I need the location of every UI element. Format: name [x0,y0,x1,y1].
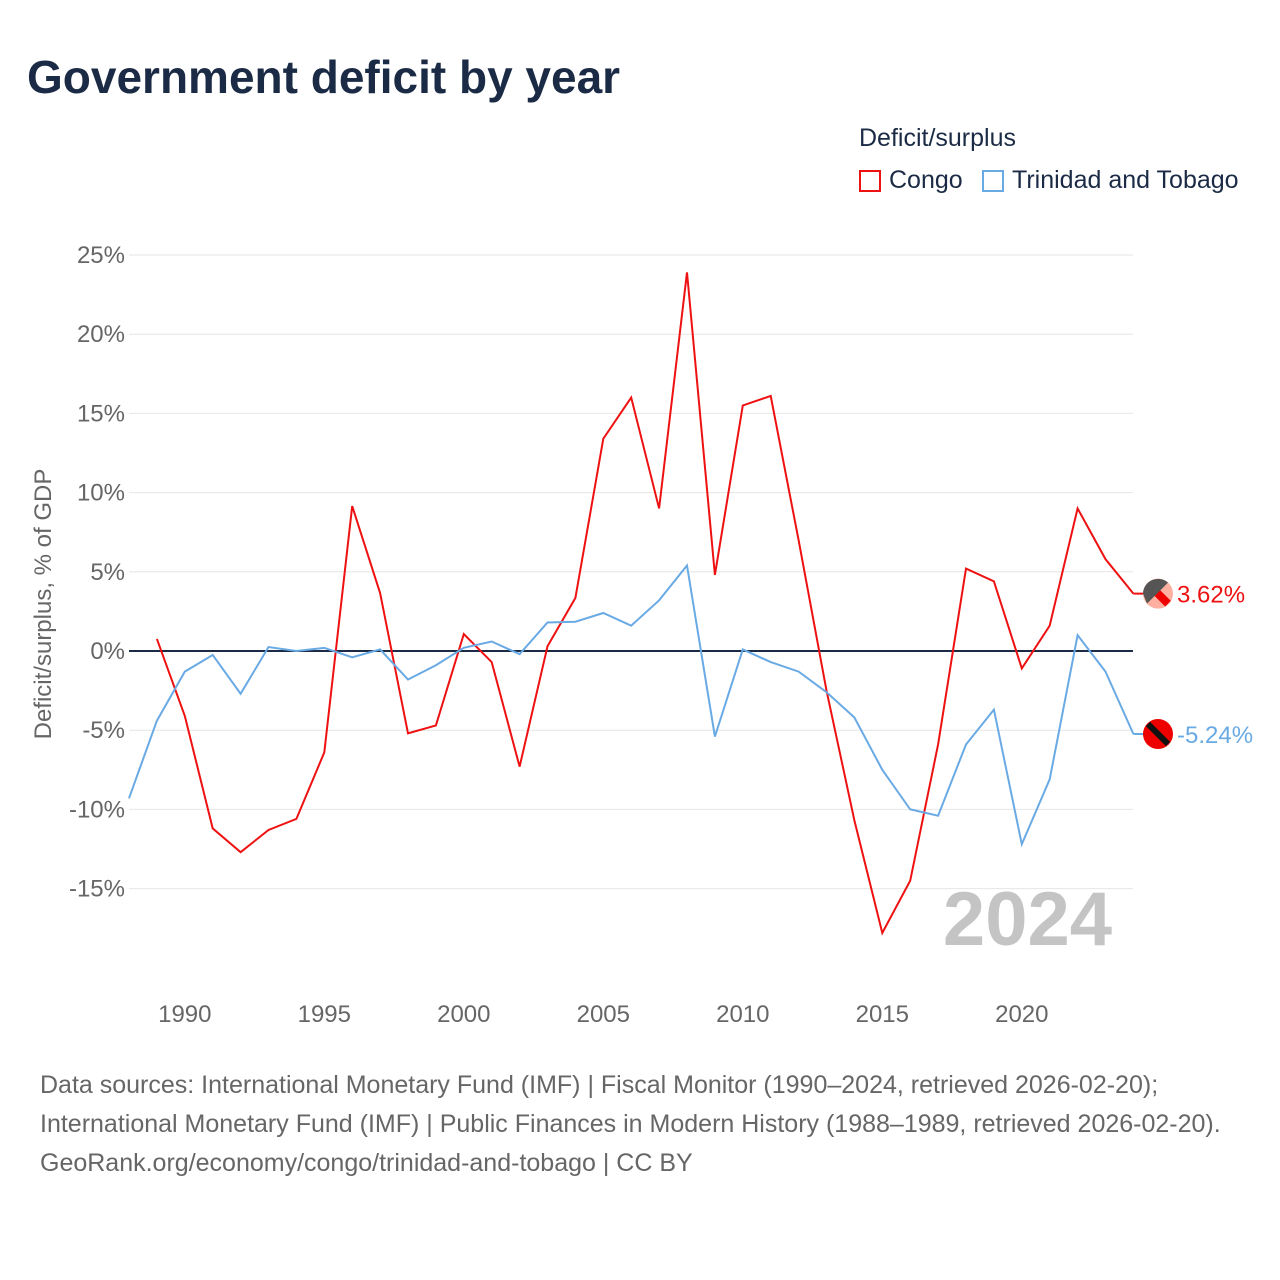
legend-label: Trinidad and Tobago [1012,166,1239,194]
y-tick-label: -5% [82,717,125,744]
x-tick-label: 2015 [856,1001,909,1028]
legend-title: Deficit/surplus [859,124,1016,152]
x-tick-label: 2010 [716,1001,769,1028]
chart-title: Government deficit by year [27,51,621,103]
footer: Data sources: International Monetary Fun… [40,1066,1240,1183]
end-value-label: -5.24% [1177,722,1253,749]
end-value-label: 3.62% [1177,582,1245,609]
y-axis-label: Deficit/surplus, % of GDP [30,469,57,740]
line-chart: 2024 25% 20% 15% 10% 5% 0% -5% -10% -15% 1990 1995… [30,242,1253,1028]
flag-stripe [1145,721,1171,747]
legend-swatch [859,169,881,192]
legend-item-congo[interactable]: Congo [859,166,963,195]
y-tick-label: 25% [77,242,125,269]
x-tick-label: 2000 [437,1001,490,1028]
legend-item-trinidad[interactable]: Trinidad and Tobago [982,166,1239,195]
y-tick-label: 5% [90,559,125,586]
x-tick-label: 2020 [995,1001,1048,1028]
y-tick-label: 15% [77,400,125,427]
year-watermark: 2024 [943,877,1112,962]
y-tick-label: -10% [69,796,125,823]
y-tick-label: 0% [90,638,125,665]
y-tick-label: -15% [69,876,125,903]
legend-swatch [982,169,1004,192]
y-tick-label: 20% [77,321,125,348]
legend-label: Congo [889,166,963,194]
source-link[interactable]: GeoRank.org/economy/congo/trinidad-and-t… [40,1149,693,1177]
series-line-trinidad [128,563,1135,848]
x-tick-label: 1990 [158,1001,211,1028]
flag-part [1143,578,1168,604]
x-tick-label: 1995 [298,1001,351,1028]
x-tick-label: 2005 [577,1001,630,1028]
series-line-congo [155,272,1135,936]
y-tick-label: 10% [77,480,125,507]
data-sources: Data sources: International Monetary Fun… [40,1071,1221,1138]
